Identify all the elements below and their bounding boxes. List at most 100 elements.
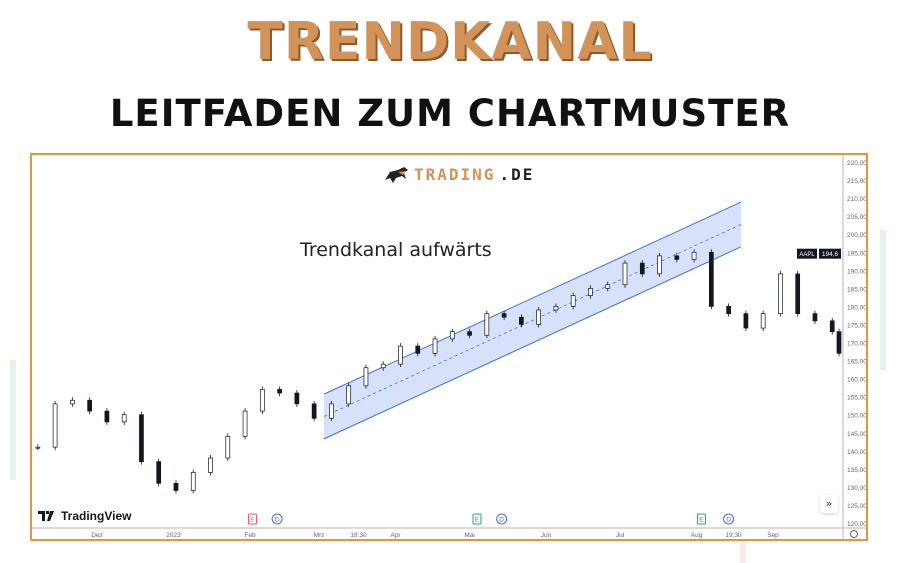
candle	[467, 331, 472, 336]
channel-annotation: Trendkanal aufwärts	[300, 239, 492, 261]
bull-icon	[385, 166, 408, 183]
candle	[726, 306, 731, 314]
price-tick-label: 135,00	[847, 467, 866, 474]
event-label: D	[726, 517, 731, 524]
candle	[311, 403, 317, 419]
candle	[836, 331, 842, 354]
price-tick-label: 175,00	[847, 322, 866, 329]
background-candle	[10, 360, 16, 480]
channel-lower-line	[323, 246, 742, 440]
candle	[121, 414, 127, 423]
time-tick-label: Dez	[91, 532, 103, 539]
event-label: E	[250, 517, 255, 524]
tradingview-icon	[38, 511, 54, 521]
time-tick-label: 19:30	[725, 532, 742, 539]
price-tick-label: 200,00	[847, 232, 866, 239]
last-price-label: 194,6	[822, 251, 839, 258]
candle	[812, 313, 818, 322]
candle	[829, 320, 835, 333]
candle	[795, 273, 801, 314]
dividend-event-icon	[271, 513, 283, 525]
candle	[501, 313, 507, 318]
candle	[743, 313, 749, 329]
dividend-event-icon	[496, 513, 508, 525]
candle	[346, 385, 352, 405]
candle	[156, 461, 162, 484]
candle	[449, 331, 455, 340]
logo-text-de: .DE	[499, 165, 535, 184]
symbol-label: AAPL	[799, 252, 815, 258]
candle	[415, 345, 421, 354]
price-tick-label: 165,00	[847, 359, 866, 366]
candle	[605, 284, 611, 289]
candle	[70, 399, 75, 405]
candle	[398, 345, 403, 365]
earnings-event-icon	[696, 513, 706, 525]
time-tick-label: Apr	[390, 532, 401, 539]
event-label: D	[275, 517, 280, 524]
background-candle	[740, 540, 746, 563]
candle	[104, 410, 110, 423]
time-tick-label: Jul	[616, 532, 625, 539]
trading-de-logo: TRADING .DE	[384, 165, 534, 184]
background-candle	[880, 230, 886, 370]
candle	[35, 446, 41, 449]
candle	[329, 403, 334, 419]
price-tick-label: 220,00	[847, 160, 866, 167]
page-subtitle: LEITFADEN ZUM CHARTMUSTER	[109, 92, 791, 135]
price-tick-label: 185,00	[847, 286, 866, 293]
candle	[363, 367, 369, 387]
candle	[778, 273, 783, 314]
event-label: E	[475, 517, 480, 524]
candle	[639, 262, 645, 275]
candle	[173, 482, 179, 491]
price-tick-label: 145,00	[847, 431, 866, 438]
time-tick-label: Aug	[691, 532, 703, 539]
candle	[484, 313, 490, 336]
candle	[52, 403, 58, 448]
candle	[708, 251, 714, 307]
candle	[657, 255, 662, 275]
price-tick-label: 120,00	[847, 521, 866, 528]
price-tick-label: 125,00	[847, 503, 866, 510]
earnings-event-icon	[472, 513, 482, 525]
candle	[225, 436, 231, 459]
price-tick-label: 155,00	[847, 395, 866, 402]
price-tick-label: 140,00	[847, 449, 866, 456]
last-price-label-bg	[819, 248, 841, 259]
candlestick-chart: 120,00 125,00 130,00 135,00 140,00 145,00 150,…	[32, 155, 866, 539]
candle	[760, 313, 766, 329]
candle	[432, 338, 438, 354]
time-tick-label: Sep	[767, 532, 779, 539]
candle	[674, 255, 680, 260]
candle	[242, 410, 248, 437]
tradingview-label: TradingView	[61, 509, 132, 523]
settings-gear-icon[interactable]	[850, 530, 858, 538]
price-tick-label: 215,00	[847, 178, 866, 185]
time-tick-label: Mrz	[314, 532, 325, 539]
price-tick-label: 160,00	[847, 377, 866, 384]
candle	[622, 262, 628, 286]
channel-mid-line	[323, 224, 742, 417]
chart-frame: 120,00 125,00 130,00 135,00 140,00 145,00 150,…	[30, 153, 868, 541]
dividend-event-icon	[723, 513, 735, 525]
candle	[208, 457, 213, 473]
price-tick-label: 170,00	[847, 341, 866, 348]
event-label: E	[699, 517, 704, 524]
channel-upper-line	[323, 201, 742, 395]
candle	[259, 389, 265, 412]
scroll-to-latest-button[interactable]: »	[820, 495, 838, 513]
candle	[588, 288, 593, 296]
time-tick-label: 2023	[166, 532, 181, 539]
logo-text-trading: TRADING	[414, 165, 496, 184]
price-tick-label: 130,00	[847, 485, 866, 492]
price-tick-label: 180,00	[847, 304, 866, 311]
time-tick-label: Feb	[244, 532, 256, 539]
price-tick-label: 190,00	[847, 268, 866, 275]
candle	[190, 472, 196, 491]
candle	[536, 309, 542, 325]
time-tick-label: Mai	[464, 532, 474, 539]
earnings-event-icon	[247, 513, 257, 525]
candle	[139, 414, 144, 462]
candle	[570, 295, 576, 307]
